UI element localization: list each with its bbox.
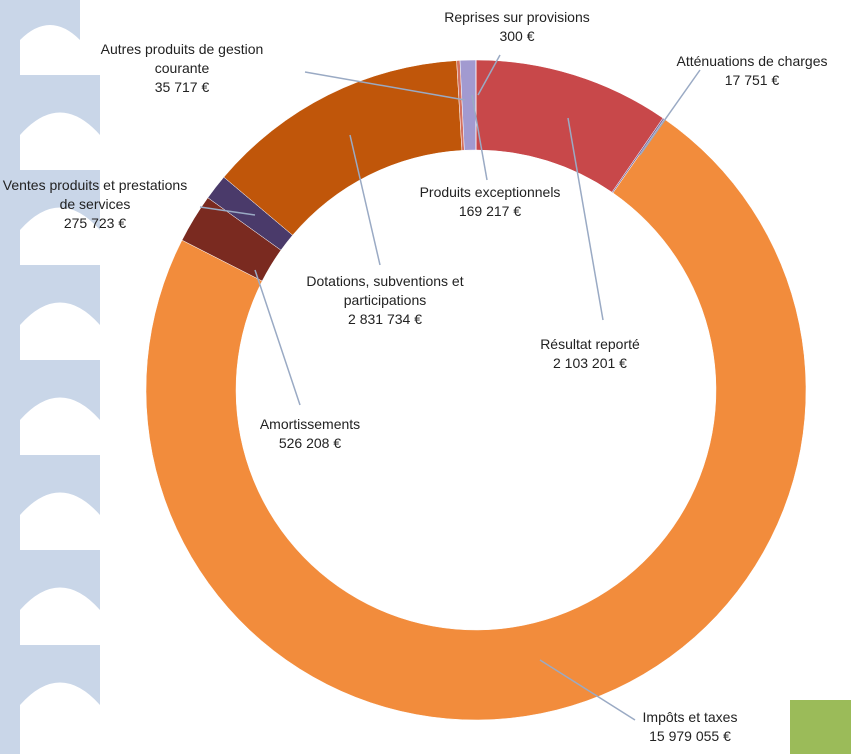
page: Résultat reporté2 103 201 € Atténuations … bbox=[0, 0, 851, 754]
slice-name: Autres produits de gestion courante bbox=[77, 40, 287, 78]
slice-label: Ventes produits et prestations de servic… bbox=[0, 176, 190, 233]
slice-value: 300 € bbox=[444, 27, 590, 46]
slice-name: Ventes produits et prestations de servic… bbox=[0, 176, 190, 214]
slice-name: Impôts et taxes bbox=[643, 708, 738, 727]
slice-value: 15 979 055 € bbox=[643, 727, 738, 746]
slice-value: 17 751 € bbox=[677, 71, 828, 90]
background-pattern bbox=[0, 0, 100, 754]
slice-name: Reprises sur provisions bbox=[444, 8, 590, 27]
slice-value: 2 831 734 € bbox=[285, 310, 485, 329]
slice-value: 526 208 € bbox=[260, 434, 360, 453]
slice-name: Résultat reporté bbox=[540, 335, 640, 354]
slice-value: 35 717 € bbox=[77, 78, 287, 97]
slice-value: 2 103 201 € bbox=[540, 354, 640, 373]
chart bbox=[0, 0, 851, 754]
slice-name: Atténuations de charges bbox=[677, 52, 828, 71]
slice-value: 275 723 € bbox=[0, 214, 190, 233]
slice-label: Dotations, subventions et participations… bbox=[285, 272, 485, 329]
slice-name: Dotations, subventions et participations bbox=[285, 272, 485, 310]
slice-name: Amortissements bbox=[260, 415, 360, 434]
corner-square bbox=[790, 700, 851, 754]
slice-value: 169 217 € bbox=[420, 202, 561, 221]
slice-name: Produits exceptionnels bbox=[420, 183, 561, 202]
